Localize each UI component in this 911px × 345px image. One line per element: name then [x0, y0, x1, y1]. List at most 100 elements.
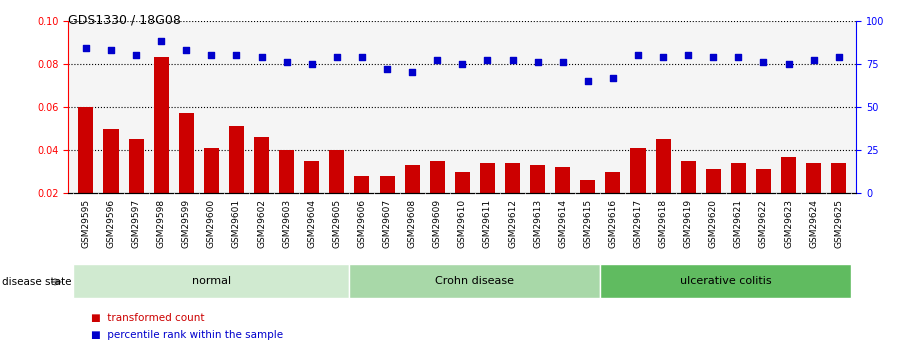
Bar	[204, 148, 219, 236]
Text: GSM29625: GSM29625	[834, 199, 844, 248]
Text: GSM29612: GSM29612	[508, 199, 517, 248]
Bar	[329, 150, 344, 236]
Bar	[404, 165, 420, 236]
Text: GSM29610: GSM29610	[458, 199, 466, 248]
Point	[480, 58, 495, 63]
Bar	[128, 139, 144, 236]
Text: GSM29620: GSM29620	[709, 199, 718, 248]
Point	[630, 52, 645, 58]
Bar	[455, 171, 470, 236]
Text: GSM29597: GSM29597	[131, 199, 140, 248]
Point	[706, 54, 721, 60]
Text: GSM29611: GSM29611	[483, 199, 492, 248]
Point	[304, 61, 319, 67]
Bar	[354, 176, 370, 236]
Bar	[806, 163, 821, 236]
Text: GSM29601: GSM29601	[232, 199, 241, 248]
Bar	[74, 264, 350, 298]
Point	[354, 54, 369, 60]
Text: GSM29604: GSM29604	[307, 199, 316, 248]
Text: GSM29622: GSM29622	[759, 199, 768, 248]
Bar	[756, 169, 771, 236]
Point	[606, 75, 620, 80]
Point	[254, 54, 269, 60]
Point	[380, 66, 394, 72]
Bar	[831, 163, 846, 236]
Text: GSM29595: GSM29595	[81, 199, 90, 248]
Point	[782, 61, 796, 67]
Text: GSM29605: GSM29605	[333, 199, 342, 248]
Text: GSM29614: GSM29614	[558, 199, 568, 248]
Text: GSM29623: GSM29623	[784, 199, 793, 248]
Point	[832, 54, 846, 60]
Bar	[380, 176, 394, 236]
Point	[230, 52, 244, 58]
Bar	[104, 129, 118, 236]
Bar	[229, 126, 244, 236]
Point	[455, 61, 470, 67]
Text: GSM29606: GSM29606	[357, 199, 366, 248]
Bar	[179, 114, 194, 236]
Point	[430, 58, 445, 63]
Bar	[600, 264, 851, 298]
Bar	[430, 161, 445, 236]
Point	[732, 54, 746, 60]
Point	[756, 59, 771, 65]
Point	[556, 59, 570, 65]
Text: GSM29599: GSM29599	[182, 199, 190, 248]
Bar	[580, 180, 596, 236]
Bar	[706, 169, 721, 236]
Point	[530, 59, 545, 65]
Text: GSM29607: GSM29607	[383, 199, 392, 248]
Point	[656, 54, 670, 60]
Point	[506, 58, 520, 63]
Bar	[606, 171, 620, 236]
Text: GSM29608: GSM29608	[407, 199, 416, 248]
Text: GSM29615: GSM29615	[583, 199, 592, 248]
Bar	[304, 161, 319, 236]
Text: GSM29617: GSM29617	[633, 199, 642, 248]
Point	[681, 52, 695, 58]
Text: GDS1330 / 18G08: GDS1330 / 18G08	[68, 14, 181, 27]
Point	[280, 59, 294, 65]
Bar	[78, 107, 94, 236]
Bar	[279, 150, 294, 236]
Text: GSM29596: GSM29596	[107, 199, 116, 248]
Text: disease state: disease state	[2, 277, 71, 287]
Point	[78, 46, 93, 51]
Text: ■  percentile rank within the sample: ■ percentile rank within the sample	[91, 330, 283, 340]
Text: GSM29603: GSM29603	[282, 199, 292, 248]
Text: Crohn disease: Crohn disease	[435, 276, 515, 286]
Bar	[656, 139, 670, 236]
Point	[154, 39, 169, 44]
Point	[580, 78, 595, 84]
Bar	[254, 137, 269, 236]
Bar	[480, 163, 495, 236]
Text: ■  transformed count: ■ transformed count	[91, 313, 205, 323]
Text: GSM29600: GSM29600	[207, 199, 216, 248]
Bar	[731, 163, 746, 236]
Bar	[154, 57, 169, 236]
Text: GSM29621: GSM29621	[734, 199, 742, 248]
Bar	[350, 264, 600, 298]
Point	[806, 58, 821, 63]
Point	[179, 47, 193, 53]
Text: GSM29616: GSM29616	[609, 199, 618, 248]
Point	[128, 52, 143, 58]
Text: GSM29619: GSM29619	[683, 199, 692, 248]
Bar	[781, 157, 796, 236]
Text: ulcerative colitis: ulcerative colitis	[680, 276, 772, 286]
Text: GSM29624: GSM29624	[809, 199, 818, 248]
Bar	[630, 148, 646, 236]
Text: GSM29609: GSM29609	[433, 199, 442, 248]
Text: GSM29613: GSM29613	[533, 199, 542, 248]
Point	[404, 70, 419, 75]
Text: GSM29602: GSM29602	[257, 199, 266, 248]
Text: GSM29598: GSM29598	[157, 199, 166, 248]
Point	[204, 52, 219, 58]
Point	[104, 47, 118, 53]
Bar	[505, 163, 520, 236]
Text: normal: normal	[192, 276, 230, 286]
Bar	[555, 167, 570, 236]
Bar	[681, 161, 696, 236]
